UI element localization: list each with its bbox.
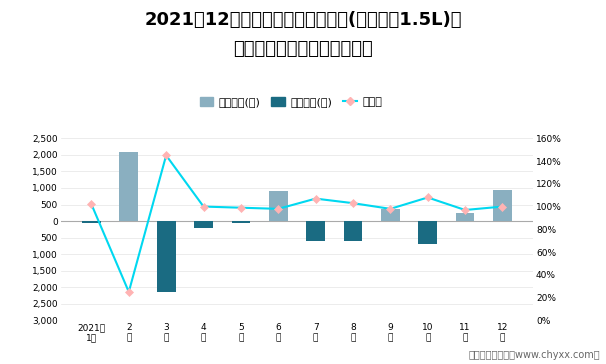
Bar [119, 151, 138, 221]
产销率 [461, 208, 468, 212]
产销率 [312, 197, 319, 201]
Line: 产销率: 产销率 [88, 152, 505, 295]
Bar [381, 209, 400, 221]
产销率 [387, 207, 394, 211]
Bar [344, 221, 362, 241]
产销率 [125, 290, 133, 294]
Text: 2021年12月桑塔纳旗下最畅销轿车(新桑塔纳1.5L)近: 2021年12月桑塔纳旗下最畅销轿车(新桑塔纳1.5L)近 [144, 11, 462, 29]
Bar [157, 221, 176, 292]
Bar [231, 221, 250, 223]
Text: 一年库存情况及产销率统计图: 一年库存情况及产销率统计图 [233, 40, 373, 58]
产销率 [424, 195, 431, 199]
产销率 [349, 201, 356, 205]
Legend: 积压库存(辆), 清仓库存(辆), 产销率: 积压库存(辆), 清仓库存(辆), 产销率 [195, 93, 387, 112]
Bar [493, 190, 512, 221]
Bar [194, 221, 213, 228]
Bar [456, 213, 474, 221]
Bar [269, 191, 288, 221]
Bar [418, 221, 437, 244]
产销率 [499, 204, 506, 209]
产销率 [238, 206, 245, 210]
Bar [82, 221, 101, 223]
产销率 [88, 202, 95, 206]
产销率 [200, 204, 207, 209]
产销率 [162, 153, 170, 158]
产销率 [275, 207, 282, 211]
Bar [306, 221, 325, 241]
Text: 制图：智研咨询（www.chyxx.com）: 制图：智研咨询（www.chyxx.com） [468, 351, 600, 360]
